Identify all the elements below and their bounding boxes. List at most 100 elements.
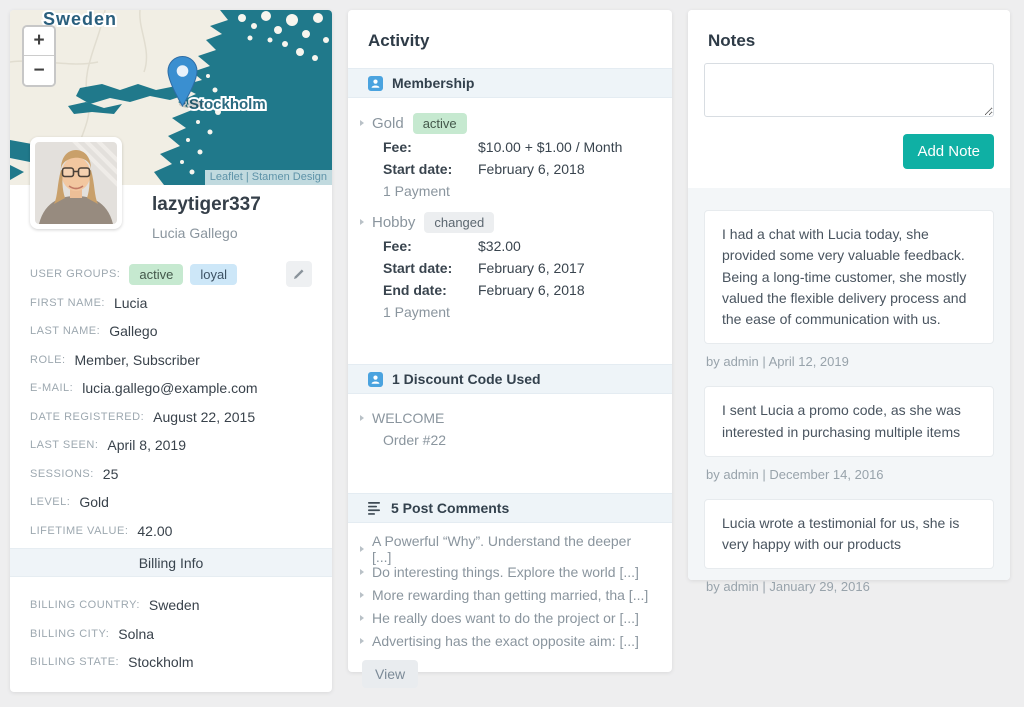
chevron-right-icon: [360, 638, 364, 645]
map-islands: [180, 11, 329, 175]
map-city-label: Stockholm: [189, 96, 266, 113]
detail-label: Fee:: [383, 238, 412, 254]
profile-card: Sweden Stockholm + − Leaflet | Stamen De…: [10, 10, 332, 692]
profile-field-row: LIFETIME VALUE: 42.00: [30, 517, 312, 546]
notes-header-section: Notes Add Note: [688, 10, 1010, 188]
detail-label: Start date:: [383, 161, 453, 177]
profile-field-row: LEVEL: Gold: [30, 488, 312, 517]
comments-section-header: 5 Post Comments: [348, 493, 672, 523]
membership-entry-toggle[interactable]: Gold active: [360, 110, 652, 136]
field-label: ROLE:: [30, 353, 66, 366]
membership-entry: Gold active Fee: $10.00 + $1.00 / Month …: [360, 110, 652, 202]
membership-name: Hobby: [372, 213, 416, 231]
comment-text: Advertising has the exact opposite aim: …: [372, 633, 639, 650]
detail-label: End date:: [383, 282, 447, 298]
avatar-image: [35, 142, 117, 224]
field-value: Gold: [79, 494, 109, 511]
map-sea: [154, 10, 332, 185]
notes-panel: Notes Add Note I had a chat with Lucia t…: [688, 10, 1010, 594]
notes-title: Notes: [708, 31, 756, 50]
profile-field-row: LAST NAME: Gallego: [30, 317, 312, 346]
field-value: April 8, 2019: [107, 437, 186, 454]
comment-text: Do interesting things. Explore the world…: [372, 563, 639, 580]
pencil-icon: [294, 269, 304, 279]
billing-info-header: Billing Info: [10, 548, 332, 577]
add-note-button[interactable]: Add Note: [903, 134, 994, 169]
member-card-icon: [368, 75, 383, 91]
field-label: BILLING COUNTRY:: [30, 599, 140, 612]
payments-link[interactable]: 1 Payment: [383, 304, 450, 320]
profile-details: USER GROUPS: active loyal FIRST NAME: Lu…: [30, 260, 312, 545]
edit-user-groups-button[interactable]: [286, 261, 312, 287]
location-map[interactable]: Sweden Stockholm + − Leaflet | Stamen De…: [10, 10, 332, 185]
comment-item[interactable]: More rewarding than getting married, tha…: [360, 583, 652, 606]
membership-list: Gold active Fee: $10.00 + $1.00 / Month …: [348, 98, 672, 323]
discount-list: WELCOME Order #22: [348, 394, 672, 451]
profile-field-row: DATE REGISTERED: August 22, 2015: [30, 403, 312, 432]
view-comments-button[interactable]: View: [362, 659, 419, 688]
avatar: [30, 137, 122, 229]
membership-section-title: Membership: [392, 75, 475, 91]
comment-text: A Powerful “Why”. Understand the deeper …: [372, 532, 632, 565]
billing-fields: BILLING COUNTRY: Sweden BILLING CITY: So…: [30, 591, 312, 677]
field-value: Lucia: [113, 294, 148, 311]
membership-detail-rows: Fee: $10.00 + $1.00 / Month Start date: …: [383, 136, 652, 180]
discount-card-icon: [368, 371, 383, 387]
field-label: LEVEL:: [30, 496, 71, 509]
full-name: Lucia Gallego: [152, 225, 238, 241]
note-meta: by admin | January 29, 2016: [706, 579, 870, 595]
map-marker-icon[interactable]: [167, 56, 203, 108]
membership-name: Gold: [372, 114, 404, 132]
user-groups-label: USER GROUPS:: [30, 268, 121, 281]
map-attribution[interactable]: Leaflet | Stamen Design: [204, 170, 332, 185]
user-group-badge-loyal: loyal: [190, 263, 238, 285]
note-text: Lucia wrote a testimonial for us, she is…: [722, 514, 960, 553]
notes-list: I had a chat with Lucia today, she provi…: [688, 188, 1010, 594]
chevron-right-icon: [360, 591, 364, 598]
membership-status-badge: active: [412, 112, 467, 134]
comment-item[interactable]: Do interesting things. Explore the world…: [360, 560, 652, 583]
note-card: Lucia wrote a testimonial for us, she is…: [704, 498, 994, 570]
note-input[interactable]: [704, 63, 994, 117]
note-meta: by admin | December 14, 2016: [706, 466, 884, 482]
chevron-right-icon: [360, 615, 364, 622]
discount-section-header: 1 Discount Code Used: [348, 364, 672, 394]
membership-section-header: Membership: [348, 68, 672, 98]
chevron-right-icon: [360, 219, 364, 225]
note-card: I had a chat with Lucia today, she provi…: [704, 210, 994, 345]
payments-link[interactable]: 1 Payment: [383, 183, 450, 199]
profile-field-row: SESSIONS: 25: [30, 460, 312, 489]
detail-value: February 6, 2018: [478, 282, 585, 298]
profile-field-row: FIRST NAME: Lucia: [30, 289, 312, 318]
field-label: LIFETIME VALUE:: [30, 524, 129, 537]
comment-item[interactable]: Advertising has the exact opposite aim: …: [360, 630, 652, 653]
billing-field-row: BILLING CITY: Solna: [30, 620, 312, 649]
chevron-right-icon: [360, 415, 364, 421]
detail-value: February 6, 2017: [478, 260, 585, 276]
membership-status-badge: changed: [424, 211, 495, 233]
detail-value: $32.00: [478, 238, 521, 254]
note-card: I sent Lucia a promo code, as she was in…: [704, 386, 994, 457]
comment-item[interactable]: He really does want to do the project or…: [360, 607, 652, 630]
discount-code: WELCOME: [372, 410, 445, 426]
comments-list: A Powerful “Why”. Understand the deeper …: [348, 523, 672, 688]
membership-detail-row: Start date: February 6, 2017: [383, 257, 652, 279]
billing-field-row: BILLING STATE: Stockholm: [30, 648, 312, 677]
field-value: 42.00: [137, 522, 173, 539]
field-value: Stockholm: [128, 654, 194, 671]
field-value: 25: [102, 465, 119, 482]
discount-section-title: 1 Discount Code Used: [392, 371, 541, 387]
membership-detail-row: End date: February 6, 2018: [383, 279, 652, 301]
chevron-right-icon: [360, 545, 364, 552]
discount-order-link[interactable]: Order #22: [383, 432, 447, 448]
field-value: Member, Subscriber: [74, 351, 200, 368]
field-label: BILLING CITY:: [30, 627, 110, 640]
comment-item[interactable]: A Powerful “Why”. Understand the deeper …: [360, 533, 652, 565]
zoom-out-button[interactable]: −: [24, 56, 54, 85]
zoom-in-button[interactable]: +: [24, 27, 54, 56]
field-value: Sweden: [148, 597, 200, 614]
map-canvas: Sweden Stockholm: [10, 10, 332, 185]
membership-entry-toggle[interactable]: Hobby changed: [360, 209, 652, 235]
discount-code-toggle[interactable]: WELCOME: [360, 407, 652, 429]
